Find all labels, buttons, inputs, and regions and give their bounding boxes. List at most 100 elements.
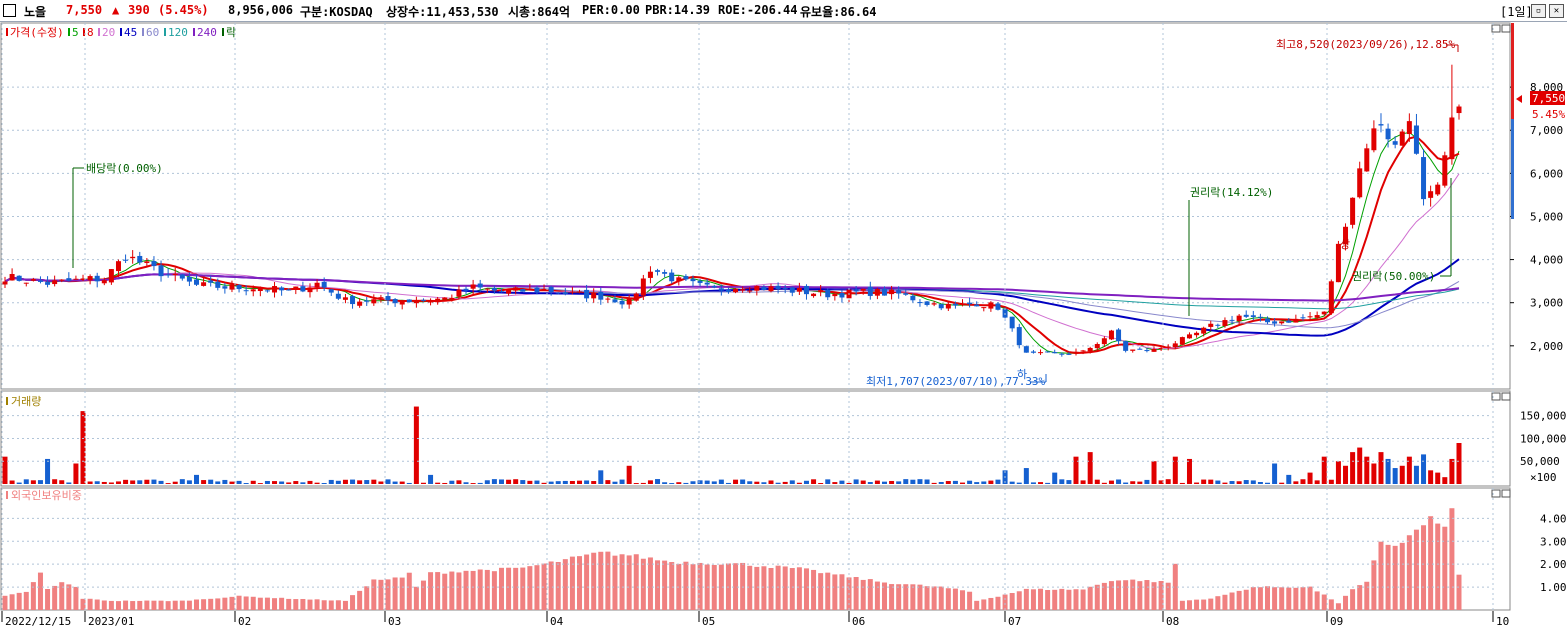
volume-bar <box>1158 480 1164 484</box>
candle <box>839 293 845 298</box>
foreign-bar <box>321 600 327 610</box>
volume-bar <box>243 483 249 484</box>
foreign-bar <box>633 554 639 610</box>
candle <box>1250 315 1256 318</box>
foreign-bar <box>605 551 611 610</box>
candle <box>619 300 625 305</box>
restore-icon[interactable]: ▫ <box>1531 4 1546 18</box>
volume-bar <box>413 406 419 484</box>
volume-bar <box>1165 479 1171 484</box>
foreign-bar <box>1222 594 1228 610</box>
foreign-bar <box>137 600 143 610</box>
legend-swatch <box>120 28 122 36</box>
candle <box>1137 348 1143 350</box>
candle <box>342 297 348 300</box>
foreign-bar <box>222 597 228 610</box>
volume-bar <box>612 481 618 484</box>
volume-bar <box>1215 480 1221 484</box>
foreign-bar <box>832 574 838 610</box>
candle <box>1158 347 1164 349</box>
candle <box>669 272 675 282</box>
price-tick-label: 2,000 <box>1530 340 1563 353</box>
volume-bar <box>1236 481 1242 484</box>
candle <box>59 279 65 281</box>
foreign-bar <box>194 599 200 610</box>
select-checkbox[interactable] <box>3 4 16 17</box>
candle <box>1201 327 1207 334</box>
current-price-marker-icon <box>1516 95 1522 103</box>
ma-8-line <box>4 135 1460 355</box>
foreign-bar <box>1293 587 1299 610</box>
volume-bar <box>73 463 79 484</box>
foreign-bar <box>463 570 469 610</box>
period-selector[interactable]: [1일] <box>1500 5 1533 19</box>
foreign-bar <box>796 567 802 610</box>
foreign-bar <box>364 586 370 610</box>
price-tick-label: 4,000 <box>1530 254 1563 267</box>
volume-bar <box>1243 480 1249 484</box>
foreign-bar <box>1385 544 1391 610</box>
foreign-bar <box>598 551 604 610</box>
volume-bar <box>1406 456 1412 484</box>
foreign-bar <box>1378 541 1384 610</box>
foreign-bar <box>960 590 966 610</box>
candle <box>498 291 504 293</box>
foreign-bar <box>413 586 419 610</box>
candle <box>803 285 809 295</box>
foreign-bar <box>406 572 412 610</box>
volume-bar <box>9 480 15 484</box>
chart-scrollbar[interactable] <box>1511 23 1522 219</box>
foreign-bar <box>123 600 129 610</box>
foreign-bar <box>208 598 214 610</box>
candle <box>137 255 143 263</box>
foreign-bar <box>1279 587 1285 610</box>
volume-bar <box>364 480 370 484</box>
price-change: 390 <box>128 3 150 17</box>
panel-buttons[interactable] <box>1491 24 1511 498</box>
candle <box>1038 352 1044 354</box>
volume-bar <box>328 479 334 484</box>
foreign-bar <box>1215 596 1221 610</box>
candle <box>300 286 306 292</box>
price-tick-label: 7,000 <box>1530 124 1563 137</box>
close-icon[interactable]: ✕ <box>1549 4 1564 18</box>
volume-bar <box>577 480 583 484</box>
volume-bar <box>1293 481 1299 484</box>
candle <box>988 302 994 309</box>
volume-bar <box>1045 482 1051 484</box>
candle <box>1378 124 1384 126</box>
candle <box>94 275 100 282</box>
candle <box>23 282 29 284</box>
foreign-bar <box>839 574 845 610</box>
foreign-bar <box>534 565 540 610</box>
candle <box>16 275 22 281</box>
foreign-bar <box>1137 581 1143 610</box>
foreign-bar <box>385 579 391 610</box>
title-bar: 노을 7,550 ▲ 390 (5.45%) 8,956,006 구분:KOSD… <box>0 0 1567 22</box>
candle <box>1087 347 1093 352</box>
volume-bar <box>215 481 221 484</box>
foreign-tick-label: 4.00 <box>1540 512 1567 525</box>
foreign-bar <box>1264 586 1270 610</box>
stock-chart[interactable]: 가격(수정) 5 8 20 45 60 120 240 락 거래량 외국인보유비중 2,000 3… <box>0 22 1567 630</box>
foreign-bar <box>577 556 583 610</box>
candle <box>321 281 327 288</box>
foreign-bar <box>115 601 121 610</box>
volume-bar <box>1172 456 1178 484</box>
foreign-bar <box>1371 560 1377 610</box>
candle <box>1350 197 1356 225</box>
volume-bar <box>321 482 327 484</box>
foreign-bar <box>250 596 256 610</box>
volume-bar <box>498 479 504 484</box>
foreign-bar <box>1038 588 1044 610</box>
volume-bar <box>1442 477 1448 484</box>
foreign-bar <box>1108 581 1114 610</box>
foreign-bar <box>243 596 249 610</box>
volume-bar <box>789 480 795 484</box>
volume-bar <box>1186 458 1192 484</box>
candle <box>733 288 739 293</box>
candle <box>796 287 802 292</box>
candle <box>1236 315 1242 322</box>
foreign-bar <box>130 601 136 610</box>
volume-bar <box>350 479 356 484</box>
